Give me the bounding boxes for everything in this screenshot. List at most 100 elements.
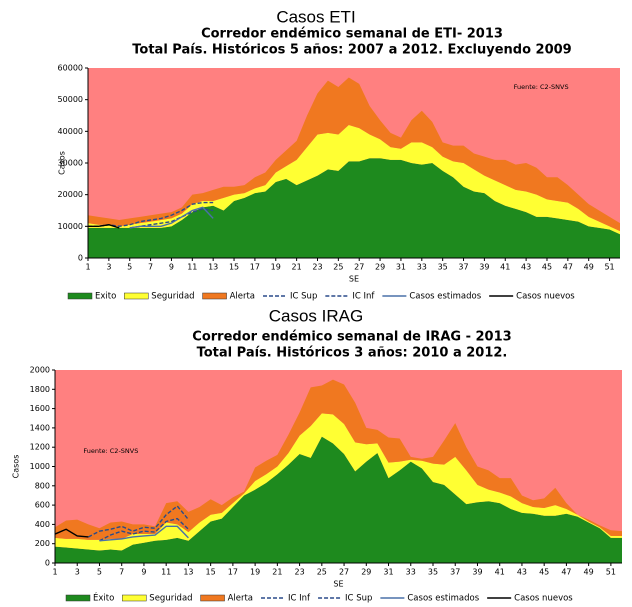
- x-tick-label: 45: [542, 263, 552, 272]
- legend-swatch: [65, 594, 91, 602]
- x-tick-label: 45: [539, 568, 549, 577]
- y-tick-label: 1000: [30, 462, 50, 471]
- x-tick-label: 13: [183, 568, 193, 577]
- x-tick-label: 11: [161, 568, 171, 577]
- legend-label: Casos nuevos: [514, 594, 573, 604]
- x-tick-label: 33: [406, 568, 416, 577]
- legend-swatch: [124, 292, 149, 300]
- x-tick-label: 49: [584, 568, 594, 577]
- x-axis-label: SE: [349, 275, 359, 284]
- x-tick-label: 43: [521, 263, 531, 272]
- source-note: Fuente: C2-SNVS: [83, 447, 138, 455]
- x-tick-label: 21: [292, 263, 302, 272]
- legend-swatch: [67, 292, 93, 300]
- x-tick-label: 37: [458, 263, 468, 272]
- chart-title: Corredor endémico semanal de ETI- 2013: [201, 27, 503, 42]
- x-tick-label: 7: [119, 568, 124, 577]
- y-axis-label: Casos: [58, 151, 67, 175]
- legend-label: Éxito: [93, 592, 114, 604]
- line: [54, 528, 89, 538]
- legend-label: Seguridad: [151, 292, 194, 302]
- y-tick-label: 0: [78, 254, 83, 263]
- x-tick-label: 31: [396, 263, 406, 272]
- y-tick-label: 40000: [58, 127, 83, 136]
- x-tick-label: 11: [187, 263, 197, 272]
- x-tick-label: 5: [127, 263, 132, 272]
- source-note: Fuente: C2-SNVS: [514, 83, 569, 91]
- chart-subtitle: Total País. Históricos 5 años: 2007 a 20…: [132, 43, 571, 58]
- panel-header: Casos ETI: [276, 7, 355, 26]
- y-tick-label: 200: [35, 539, 50, 548]
- x-tick-label: 25: [333, 263, 343, 272]
- x-tick-label: 35: [428, 568, 438, 577]
- legend-label: Alerta: [230, 292, 255, 302]
- x-tick-label: 15: [206, 568, 216, 577]
- y-tick-label: 20000: [58, 190, 83, 199]
- area: [88, 125, 620, 235]
- x-axis-label: SE: [333, 580, 343, 589]
- x-tick-label: 35: [438, 263, 448, 272]
- area: [88, 77, 620, 232]
- chart-subtitle: Total País. Históricos 3 años: 2010 a 20…: [197, 346, 508, 361]
- y-tick-label: 2000: [30, 366, 50, 375]
- x-tick-label: 31: [383, 568, 393, 577]
- y-tick-label: 50000: [58, 95, 83, 104]
- y-tick-label: 600: [35, 501, 50, 510]
- legend-label: IC Sup: [345, 594, 372, 604]
- area: [55, 413, 622, 551]
- x-tick-label: 47: [563, 263, 573, 272]
- x-tick-label: 3: [106, 263, 111, 272]
- x-tick-label: 9: [169, 263, 174, 272]
- x-tick-label: 51: [604, 263, 614, 272]
- x-tick-label: 49: [584, 263, 594, 272]
- y-tick-label: 1600: [30, 404, 50, 413]
- x-tick-label: 7: [148, 263, 153, 272]
- legend-swatch: [202, 292, 227, 300]
- x-tick-label: 51: [606, 568, 616, 577]
- x-tick-label: 47: [561, 568, 571, 577]
- legend-label: Casos nuevos: [516, 292, 575, 302]
- line: [88, 505, 189, 538]
- x-tick-label: 23: [294, 568, 304, 577]
- x-tick-label: 25: [317, 568, 327, 577]
- x-tick-label: 17: [228, 568, 238, 577]
- x-tick-label: 19: [250, 568, 260, 577]
- legend-label: Casos estimados: [407, 594, 479, 604]
- chart-title: Corredor endémico semanal de IRAG - 2013: [192, 330, 511, 345]
- line: [88, 224, 120, 229]
- x-tick-label: 41: [500, 263, 510, 272]
- legend-label: IC Inf: [352, 292, 375, 302]
- y-tick-label: 1400: [30, 423, 50, 432]
- x-tick-label: 39: [472, 568, 482, 577]
- area: [55, 379, 622, 540]
- y-tick-label: 1800: [30, 385, 50, 394]
- x-tick-label: 17: [250, 263, 260, 272]
- x-tick-label: 41: [495, 568, 505, 577]
- panel-header: Casos IRAG: [269, 306, 363, 325]
- x-tick-label: 9: [141, 568, 146, 577]
- x-tick-label: 39: [479, 263, 489, 272]
- y-tick-label: 400: [35, 520, 50, 529]
- y-axis-label: Casos: [12, 455, 21, 479]
- line: [129, 206, 214, 229]
- legend-label: IC Inf: [288, 594, 311, 604]
- x-tick-label: 3: [75, 568, 80, 577]
- x-tick-label: 19: [271, 263, 281, 272]
- x-tick-label: 15: [229, 263, 239, 272]
- y-tick-label: 30000: [58, 159, 83, 168]
- y-tick-label: 60000: [58, 64, 83, 73]
- x-tick-label: 27: [354, 263, 364, 272]
- x-tick-label: 5: [97, 568, 102, 577]
- legend-label: Alerta: [228, 594, 253, 604]
- x-tick-label: 1: [52, 568, 57, 577]
- x-tick-label: 27: [339, 568, 349, 577]
- legend-swatch: [200, 594, 225, 602]
- line: [99, 517, 189, 542]
- x-tick-label: 29: [361, 568, 371, 577]
- x-tick-label: 37: [450, 568, 460, 577]
- y-tick-label: 800: [35, 481, 50, 490]
- x-tick-label: 23: [312, 263, 322, 272]
- x-tick-label: 43: [517, 568, 527, 577]
- line: [99, 525, 189, 542]
- x-tick-label: 33: [417, 263, 427, 272]
